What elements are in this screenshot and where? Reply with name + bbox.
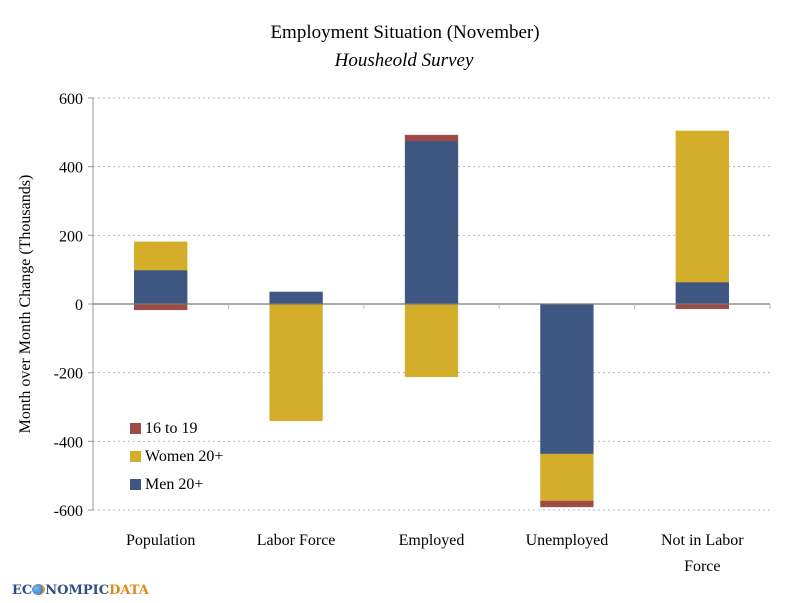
bar-men-20--unemployed bbox=[540, 303, 594, 455]
y-tick-label: 400 bbox=[59, 160, 83, 177]
bar-women-20--labor-force bbox=[269, 303, 323, 421]
y-axis-label: Month over Month Change (Thousands) bbox=[17, 175, 34, 434]
y-tick-label: -600 bbox=[54, 503, 83, 520]
bar-16-to-19-employed bbox=[404, 134, 459, 142]
x-tick-label: Population bbox=[126, 532, 195, 549]
chart-title: Employment Situation (November) bbox=[270, 22, 539, 43]
logo-text-ec: EC bbox=[12, 583, 33, 598]
legend-swatch bbox=[130, 451, 141, 462]
legend-label: 16 to 19 bbox=[145, 420, 197, 437]
x-tick-label: Not in Labor bbox=[661, 532, 744, 549]
legend-label: Women 20+ bbox=[145, 448, 223, 465]
y-tick-label: 200 bbox=[59, 228, 83, 245]
bar-women-20--employed bbox=[404, 303, 459, 378]
x-tick-label: Employed bbox=[399, 532, 465, 549]
bar-men-20--labor-force bbox=[269, 291, 323, 305]
x-tick-label: Unemployed bbox=[526, 532, 609, 549]
bar-women-20--unemployed bbox=[540, 453, 594, 502]
y-tick-label: -200 bbox=[54, 366, 83, 383]
globe-icon bbox=[32, 584, 46, 595]
y-axis-ticks: 600 400 200 0 -200 -400 -600 bbox=[54, 91, 93, 520]
y-tick-label: 600 bbox=[59, 91, 83, 108]
legend-label: Men 20+ bbox=[145, 476, 203, 493]
x-tick-label: Labor Force bbox=[257, 532, 336, 549]
logo-text-nompic: NOMPIC bbox=[45, 583, 110, 598]
bar-men-20--population bbox=[134, 269, 188, 305]
logo-text-data: DATA bbox=[109, 583, 149, 598]
axes bbox=[92, 98, 771, 510]
x-tick-label: Force bbox=[684, 558, 720, 575]
legend: 16 to 19 Women 20+ Men 20+ bbox=[130, 420, 223, 493]
bar-16-to-19-not-in-labor-force bbox=[675, 303, 729, 310]
y-tick-label: 0 bbox=[75, 297, 83, 314]
legend-swatch bbox=[130, 479, 141, 490]
bar-men-20--employed bbox=[404, 140, 459, 305]
chart-subtitle: Housheold Survey bbox=[334, 50, 474, 71]
economicdata-logo: EC NOMPICDATA bbox=[12, 583, 149, 598]
bar-16-to-19-population bbox=[134, 303, 188, 311]
y-tick-label: -400 bbox=[54, 434, 83, 451]
bar-women-20--not-in-labor-force bbox=[675, 130, 729, 283]
bar-16-to-19-unemployed bbox=[540, 500, 594, 508]
x-axis-labels: Population Labor Force Employed Unemployed N… bbox=[126, 532, 744, 575]
bar-women-20--population bbox=[134, 241, 188, 271]
bars bbox=[134, 130, 729, 508]
bar-men-20--not-in-labor-force bbox=[675, 281, 729, 305]
legend-swatch bbox=[130, 423, 141, 434]
